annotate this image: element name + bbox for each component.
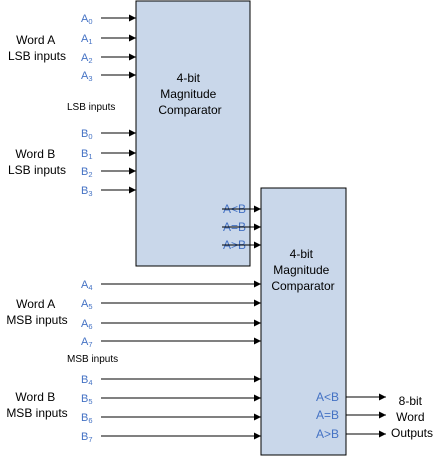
comparator-2-output-label-2: A>B — [316, 427, 339, 441]
pin-label-a1: A1 — [81, 33, 93, 46]
word-a-lsb-pins: A0 A1 A2 A3 — [81, 13, 136, 83]
comparator-2-box — [260, 187, 347, 456]
final-output-label: 8-bit Word Outputs — [391, 394, 433, 440]
pin-label-b0: B0 — [81, 128, 93, 141]
pin-label-b5: B5 — [81, 393, 93, 406]
comparator-2-title: 4-bit Magnitude Comparator — [271, 247, 334, 293]
pin-label-a4: A4 — [81, 279, 93, 292]
word-a-msb-pins: A4 A5 A6 A7 — [81, 279, 261, 349]
pin-label-a2: A2 — [81, 52, 93, 65]
pin-label-b6: B6 — [81, 412, 93, 425]
pin-label-b1: B1 — [81, 148, 93, 161]
pin-label-b7: B7 — [81, 431, 93, 444]
pin-label-a5: A5 — [81, 298, 93, 311]
pin-label-b4: B4 — [81, 374, 93, 387]
pin-label-a3: A3 — [81, 70, 93, 83]
comparator-2-output-label-1: A=B — [316, 408, 339, 422]
msb-inputs-note: MSB inputs — [67, 354, 118, 365]
word-a-lsb-label: Word A LSB inputs — [8, 33, 66, 63]
word-a-msb-label: Word A MSB inputs — [6, 297, 67, 327]
pin-label-a0: A0 — [81, 13, 93, 26]
comparator-1-outputs: A<BA=BA>B — [222, 202, 261, 252]
comparator-1-box — [135, 0, 251, 267]
pin-label-a6: A6 — [81, 318, 93, 331]
lsb-inputs-note: LSB inputs — [67, 102, 115, 113]
comparator-2-outputs: A<B A=B A>B — [316, 390, 386, 441]
comparator-1-title: 4-bit Magnitude Comparator — [158, 71, 221, 117]
word-b-msb-pins: B4 B5 B6 B7 — [81, 374, 261, 444]
pin-label-b3: B3 — [81, 185, 93, 198]
word-b-msb-label: Word B MSB inputs — [6, 390, 67, 420]
word-b-lsb-pins: B0 B1 B2 B3 — [81, 128, 136, 198]
pin-label-a7: A7 — [81, 336, 93, 349]
pin-label-b2: B2 — [81, 166, 93, 179]
word-b-lsb-label: Word B LSB inputs — [8, 147, 66, 177]
comparator-2-output-label-0: A<B — [316, 390, 339, 404]
